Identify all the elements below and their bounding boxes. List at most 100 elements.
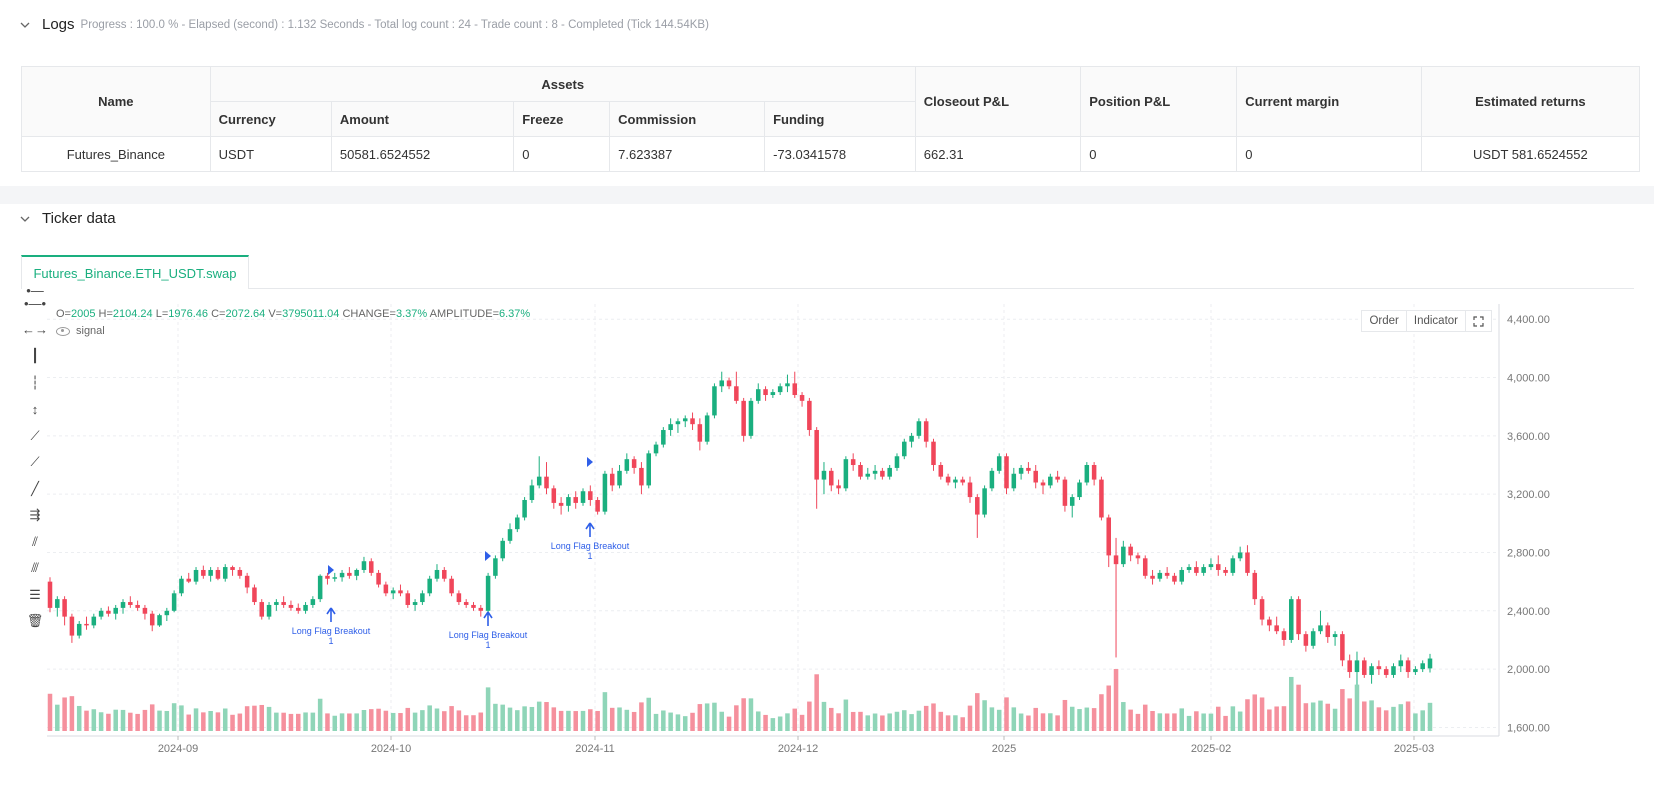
trend-segment-icon[interactable]: ⟋ [30, 454, 40, 470]
annotation-sub: 1 [587, 551, 592, 561]
candle-body [420, 593, 425, 603]
candle-body [529, 485, 535, 500]
volume-bar [1325, 703, 1331, 731]
col-name: Name [21, 66, 211, 137]
volume-bar [266, 706, 272, 731]
candle-body [1325, 625, 1331, 638]
col-returns: Estimated returns [1420, 66, 1641, 137]
candle-body [1113, 555, 1119, 565]
volume-bar [1172, 713, 1177, 731]
horizontal-line-icon[interactable]: ←→ [22, 322, 48, 338]
trash-icon[interactable]: 🗑 [26, 613, 44, 629]
logs-header[interactable]: Logs Progress : 100.0 % - Elapsed (secon… [20, 16, 709, 33]
vertical-segment-icon[interactable]: ┆ [31, 374, 39, 390]
candle-body [164, 610, 170, 616]
parallel-channel-icon[interactable]: ⫽ [32, 533, 38, 549]
vertical-ray-icon[interactable]: ┃ [31, 348, 39, 364]
candle-body [1391, 666, 1396, 675]
x-tick-label: 2025-03 [1394, 743, 1434, 755]
trend-line-icon[interactable]: ╱ [31, 480, 39, 496]
volume-bar [770, 718, 776, 731]
annotation-sub: 1 [328, 636, 333, 646]
col-currency: Currency [209, 101, 332, 137]
volume-bar [1062, 699, 1068, 731]
volume-bar [807, 701, 812, 731]
volume-bar [1018, 713, 1024, 731]
fullscreen-button[interactable] [1466, 310, 1492, 332]
cell-name: Futures_Binance [21, 136, 211, 172]
indicator-button[interactable]: Indicator [1406, 310, 1466, 332]
x-tick-label: 2024-11 [575, 743, 615, 755]
horizontal-segment-icon[interactable]: •—• [23, 295, 47, 311]
candle-body [982, 488, 987, 515]
grid-lines-icon[interactable]: ☰ [29, 586, 41, 602]
trend-ray-icon[interactable]: ⟋ [30, 427, 40, 443]
candle-body [274, 602, 279, 605]
expand-icon [1473, 315, 1484, 327]
ticker-header[interactable]: Ticker data [20, 210, 116, 227]
volume-bar [1084, 707, 1090, 731]
volume-bar [1303, 703, 1309, 731]
volume-bar [551, 707, 557, 731]
x-tick-label: 2024-12 [778, 743, 818, 755]
volume-bar [865, 715, 871, 731]
volume-bar [595, 710, 600, 731]
volume-bar [573, 711, 578, 731]
ohlc-readout: O=2005 H=2104.24 L=1976.46 C=2072.64 V=3… [56, 308, 530, 320]
volume-bar [135, 713, 140, 731]
candlestick-chart[interactable]: 4,400.00 4,000.00 3,600.00 3,200.00 2,800.00… [21, 304, 1633, 799]
y-tick-label: 3,200.00 [1507, 489, 1550, 501]
volume-bar [1106, 685, 1111, 731]
volume-bar [704, 703, 710, 731]
volume-bar [84, 710, 89, 731]
c-label: C= [211, 308, 226, 320]
chart-area[interactable]: 4,400.00 4,000.00 3,600.00 3,200.00 2,800.00… [21, 283, 1633, 799]
candle-body [953, 479, 958, 483]
candle-body [536, 476, 542, 486]
flag-marker-icon [485, 551, 491, 561]
candle-body [734, 386, 739, 401]
volume-bar [69, 696, 75, 731]
tab-eth-usdt-swap[interactable]: Futures_Binance.ETH_USDT.swap [21, 255, 249, 289]
chevron-down-icon[interactable] [20, 20, 30, 30]
order-button[interactable]: Order [1361, 310, 1407, 332]
flag-marker-icon [587, 457, 593, 467]
volume-bar [675, 714, 681, 731]
volume-bar [953, 715, 958, 731]
candle-body [347, 572, 352, 576]
chevron-down-icon[interactable] [20, 214, 30, 224]
volume-bar [1391, 706, 1396, 731]
fibonacci-icon[interactable]: ⫻ [31, 560, 39, 576]
h-label: H= [98, 308, 113, 320]
volume-bar [1121, 702, 1126, 731]
l-label: L= [155, 308, 169, 320]
candle-body [1267, 619, 1272, 626]
candle-body [1106, 517, 1111, 556]
x-tick-label: 2025 [992, 743, 1016, 755]
vertical-line-icon[interactable]: ↕ [31, 401, 39, 417]
candle-body [631, 459, 637, 468]
x-tick-label: 2024-10 [371, 743, 411, 755]
candle-body [975, 497, 980, 515]
cell-returns: USDT 581.6524552 [1420, 136, 1641, 172]
candle-body [507, 529, 513, 541]
eye-icon[interactable] [56, 326, 70, 336]
volume-bar [1048, 713, 1053, 731]
logs-title: Logs [42, 16, 75, 33]
volume-bar [902, 710, 907, 731]
signal-legend[interactable]: signal [56, 325, 105, 337]
volume-bar [558, 710, 564, 731]
volume-bar [201, 712, 206, 731]
volume-bar [1069, 706, 1075, 731]
col-closeout: Closeout P&L [914, 66, 1082, 137]
volume-bar [1289, 676, 1294, 731]
price-label-icon[interactable]: ⇶ [29, 507, 41, 523]
y-tick-label: 1,600.00 [1507, 722, 1550, 734]
volume-bar [967, 705, 973, 731]
volume-bar [785, 713, 790, 731]
candle-body [1427, 658, 1433, 669]
volume-bar [515, 710, 520, 731]
candle-body [449, 578, 454, 594]
candle-body [748, 400, 754, 436]
volume-bar [1208, 713, 1214, 731]
